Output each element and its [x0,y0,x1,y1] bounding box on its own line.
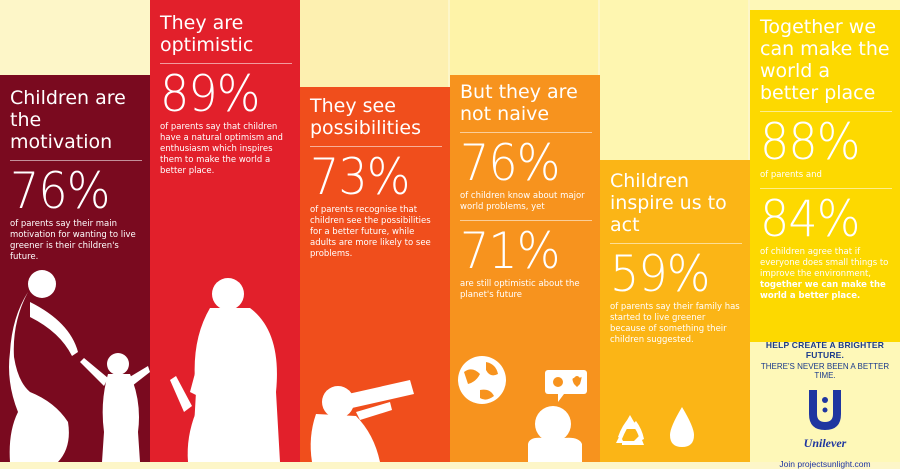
divider [160,63,292,64]
panel-heading: But they are not naive [460,81,578,125]
panel-motivation: Children are the motivation 76% of paren… [0,75,150,462]
brand-name: Unilever [803,436,847,450]
globe-child-silhouette [458,356,587,462]
recycle-drop-icons [616,407,694,447]
panel-naive: But they are not naive 76% of children k… [450,75,600,462]
tagline-secondary: THERE'S NEVER BEEN A BETTER TIME. [760,362,890,380]
panel-inspire: Children inspire us to act 59% of parent… [600,160,750,462]
brand-footer: HELP CREATE A BRIGHTER FUTURE. THERE'S N… [750,340,900,469]
divider [760,111,892,112]
panel-together: Together we can make the world a better … [750,10,900,342]
divider [310,146,442,147]
stat-value: 89% [160,65,260,123]
child-telescope-silhouette [310,380,414,462]
divider [10,160,142,161]
stat-value: 88% [760,113,860,171]
panel-heading: Children inspire us to act [610,170,727,236]
mother-children-silhouette [9,270,150,462]
stat-text: of parents recognise that children see t… [310,205,431,259]
divider [460,220,592,221]
stat-value-2: 84% [760,190,860,248]
panel-heading: Together we can make the world a better … [760,16,890,104]
tagline-primary: HELP CREATE A BRIGHTER FUTURE. [765,340,885,360]
stat-text-2-bold: together we can make the world a better … [760,280,886,301]
panel-heading: They are optimistic [160,12,254,56]
stat-value: 59% [610,245,710,303]
stat-value: 73% [310,148,410,206]
stat-text: of parents say their main motivation for… [10,219,136,262]
stat-text-2-regular: of children agree that if everyone does … [760,247,889,279]
divider [760,188,892,189]
father-child-silhouette [170,278,280,462]
stat-value: 76% [460,134,560,192]
panel-heading: Children are the motivation [10,87,126,153]
join-link[interactable]: Join projectsunlight.com [779,459,871,469]
stat-value: 76% [10,162,110,220]
unilever-u-logo-icon [809,390,841,430]
stat-text: of parents say that children have a natu… [160,122,283,176]
panel-possibilities: They see possibilities 73% of parents re… [300,87,450,462]
divider [610,243,742,244]
panel-heading: They see possibilities [310,95,421,139]
stat-text-2: of children agree that if everyone does … [760,247,892,302]
stat-text-2: are still optimistic about the planet's … [460,279,580,300]
divider [460,132,592,133]
stat-text: of parents and [760,170,822,180]
stat-text: of parents say their family has started … [610,302,740,345]
stat-value-2: 71% [460,222,560,280]
panel-optimistic: They are optimistic 89% of parents say t… [150,0,300,462]
stat-text: of children know about major world probl… [460,191,585,212]
